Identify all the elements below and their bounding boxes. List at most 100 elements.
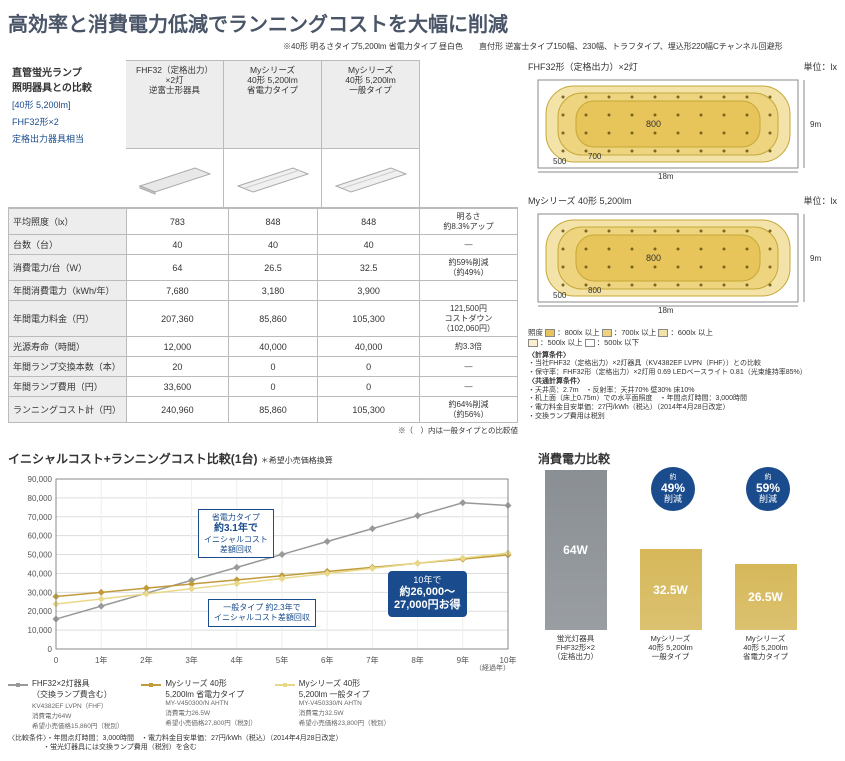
- cmp-col-3: Myシリーズ40形 5,200lm一般タイプ: [322, 60, 420, 149]
- room-title: Myシリーズ 40形 5,200lm: [528, 194, 632, 207]
- power-bar-label: Myシリーズ40形 5,200lm省電力タイプ: [743, 634, 788, 661]
- cell-note: [420, 281, 518, 301]
- cell-note: 約59%削減（約49%）: [420, 255, 518, 281]
- cell: 85,860: [228, 301, 317, 337]
- fixture-image-2: [224, 149, 322, 207]
- linechart-legend: FHF32×2灯器具（交換ランプ費含む）KV4382EF LVPN（FHF）消費…: [8, 678, 518, 730]
- svg-text:3年: 3年: [185, 655, 197, 665]
- cell: 32.5: [318, 255, 420, 281]
- row-label: 年間ランプ交換本数（本）: [9, 357, 127, 377]
- cell: 7,680: [127, 281, 229, 301]
- comparison-table: 平均照度（lx） 783 848 848 明るさ約8.3%アップ台数（台） 40…: [8, 208, 518, 423]
- cell: 20: [127, 357, 229, 377]
- cell: 0: [318, 377, 420, 397]
- svg-text:700: 700: [588, 152, 602, 161]
- row-label: 年間電力料金（円）: [9, 301, 127, 337]
- cell-note: —: [420, 235, 518, 255]
- svg-text:4年: 4年: [231, 655, 243, 665]
- cmp-label-block: 直管蛍光ランプ 照明器具との比較 [40形 5,200lm] FHF32形×2 …: [8, 60, 126, 149]
- svg-text:18m: 18m: [658, 172, 674, 181]
- cell: 848: [228, 209, 317, 235]
- fixture-image-3: [322, 149, 420, 207]
- cell: 40: [127, 235, 229, 255]
- cell: 3,180: [228, 281, 317, 301]
- row-label: 台数（台）: [9, 235, 127, 255]
- room-diagram: 800 800 500 18m 9m: [528, 209, 828, 317]
- callout-10yr-saving: 10年で 約26,000〜 27,000円お得: [388, 571, 467, 616]
- power-chart-title: 消費電力比較: [538, 450, 837, 467]
- svg-text:70,000: 70,000: [28, 513, 53, 522]
- svg-text:800: 800: [588, 286, 602, 295]
- svg-text:0: 0: [48, 645, 53, 654]
- svg-text:50,000: 50,000: [28, 551, 53, 560]
- svg-text:80,000: 80,000: [28, 494, 53, 503]
- subtitle-note: ※40形 明るさタイプ5,200lm 省電力タイプ 昼白色 直付形 逆富士タイプ…: [283, 41, 837, 52]
- calc-conditions: 〈計算条件〉 ・当社FHF32（定格出力）×2灯器具（KV4382EF LVPN…: [528, 352, 837, 422]
- cell-note: 明るさ約8.3%アップ: [420, 209, 518, 235]
- svg-text:9年: 9年: [457, 655, 469, 665]
- svg-text:10,000: 10,000: [28, 626, 53, 635]
- row-label: 消費電力/台（W）: [9, 255, 127, 281]
- row-label: 光源寿命（時間）: [9, 337, 127, 357]
- svg-text:9m: 9m: [810, 120, 821, 129]
- svg-text:40,000: 40,000: [28, 570, 53, 579]
- illuminance-legend: 照度 ：800lx 以上 ：700lx 以上 ：600lx 以上：500lx 以…: [528, 328, 837, 348]
- row-label: 年間消費電力（kWh/年）: [9, 281, 127, 301]
- cell: 783: [127, 209, 229, 235]
- power-bar-label: Myシリーズ40形 5,200lm一般タイプ: [648, 634, 693, 661]
- row-label: ランニングコスト計（円）: [9, 397, 127, 423]
- power-bar-chart: 64W 蛍光灯器具FHF32形×2（定格出力）32.5W Myシリーズ40形 5…: [538, 471, 837, 661]
- room-diagram: 800 700 500 18m 9m: [528, 75, 828, 183]
- cell: 33,600: [127, 377, 229, 397]
- reduction-badge: 約59%削減: [746, 467, 790, 511]
- svg-text:500: 500: [553, 157, 567, 166]
- cell-note: —: [420, 357, 518, 377]
- callout-general-type: 一般タイプ 約2.3年で イニシャルコスト差額回収: [208, 599, 316, 626]
- cell: 0: [228, 357, 317, 377]
- svg-text:8年: 8年: [411, 655, 423, 665]
- power-bar-label: 蛍光灯器具FHF32形×2（定格出力）: [553, 634, 598, 661]
- svg-text:1年: 1年: [95, 655, 107, 665]
- svg-text:6年: 6年: [321, 655, 333, 665]
- row-label: 年間ランプ費用（円）: [9, 377, 127, 397]
- svg-text:800: 800: [646, 253, 661, 263]
- svg-text:7年: 7年: [366, 655, 378, 665]
- svg-text:30,000: 30,000: [28, 589, 53, 598]
- row-label: 平均照度（lx）: [9, 209, 127, 235]
- cell-note: —: [420, 377, 518, 397]
- cell: 26.5: [228, 255, 317, 281]
- room-unit: 単位：lx: [804, 194, 838, 207]
- cell: 848: [318, 209, 420, 235]
- cell: 3,900: [318, 281, 420, 301]
- callout-saving-type: 省電力タイプ 約3.1年で イニシャルコスト 差額回収: [198, 509, 274, 558]
- svg-text:90,000: 90,000: [28, 475, 53, 484]
- cell: 12,000: [127, 337, 229, 357]
- svg-text:10年: 10年: [500, 655, 517, 665]
- room-title: FHF32形（定格出力）×2灯: [528, 60, 638, 73]
- svg-text:（経過年）: （経過年）: [475, 663, 510, 671]
- cell: 240,960: [127, 397, 229, 423]
- linechart-title: イニシャルコスト+ランニングコスト比較(1台) ＊希望小売価格換算: [8, 450, 518, 467]
- cell-note: 121,500円コストダウン（102,060円）: [420, 301, 518, 337]
- cell: 105,300: [318, 397, 420, 423]
- reduction-badge: 約49%削減: [651, 467, 695, 511]
- cell: 64: [127, 255, 229, 281]
- svg-text:18m: 18m: [658, 306, 674, 315]
- room-unit: 単位：lx: [804, 60, 838, 73]
- cell: 40,000: [318, 337, 420, 357]
- power-bar: 32.5W: [640, 549, 702, 630]
- fixture-image-1: [126, 149, 224, 207]
- cell-note: 約3.3倍: [420, 337, 518, 357]
- cell: 0: [318, 357, 420, 377]
- svg-text:5年: 5年: [276, 655, 288, 665]
- cell: 105,300: [318, 301, 420, 337]
- cell: 40: [318, 235, 420, 255]
- cell: 40: [228, 235, 317, 255]
- cmp-col-2: Myシリーズ40形 5,200lm省電力タイプ: [224, 60, 322, 149]
- power-bar: 26.5W: [735, 564, 797, 630]
- svg-text:60,000: 60,000: [28, 532, 53, 541]
- svg-text:20,000: 20,000: [28, 608, 53, 617]
- svg-text:500: 500: [553, 291, 567, 300]
- page-title: 高効率と消費電力低減でランニングコストを大幅に削減: [8, 8, 837, 37]
- cell-note: 約64%削減（約56%）: [420, 397, 518, 423]
